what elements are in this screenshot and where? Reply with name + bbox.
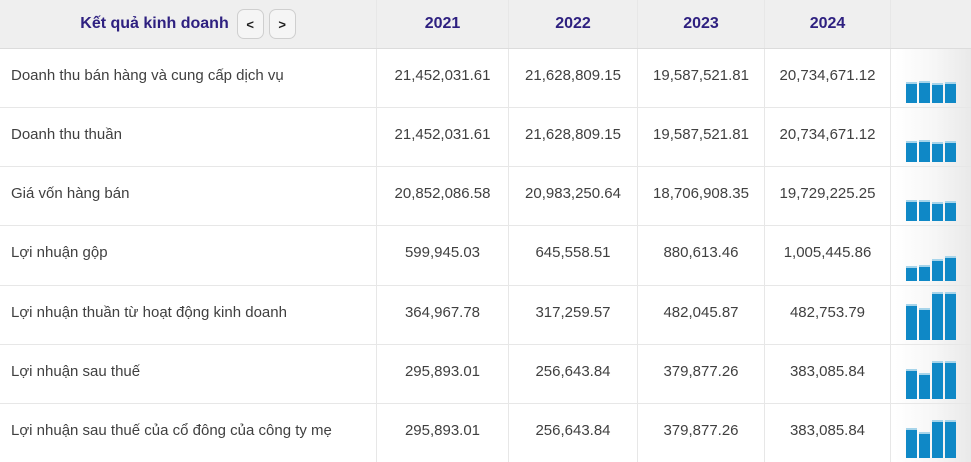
value-cell: 21,628,809.15 [508,108,637,167]
value-cell: 317,259.57 [508,285,637,344]
sparkline-cell [890,49,971,108]
sparkline-bars [891,81,971,104]
sparkline-cell [890,226,971,285]
value-cell: 256,643.84 [508,403,637,462]
sparkline-bar [906,427,917,458]
sparkline-cell [890,285,971,344]
sparkline-bar [932,419,943,458]
row-label: Lợi nhuận sau thuế [11,362,141,380]
header-title-cell: Kết quả kinh doanh < > [0,0,376,48]
row-label: Doanh thu thuần [11,126,122,144]
value-cell: 19,587,521.81 [637,108,764,167]
sparkline-bar [932,202,943,222]
value-cell: 20,734,671.12 [764,49,890,108]
row-label: Giá vốn hàng bán [11,185,130,203]
value-cell: 379,877.26 [637,344,764,403]
sparkline-bar [932,291,943,340]
sparkline-bar [945,255,956,281]
sparkline-bars [891,291,971,340]
sparkline-bars [891,255,971,281]
sparkline-bar [919,264,930,281]
value-cell: 880,613.46 [637,226,764,285]
sparkline-bar [919,200,930,222]
sparkline-bar [919,431,930,458]
sparkline-bar [945,201,956,222]
sparkline-bar [932,258,943,281]
sparkline-bar [906,368,917,399]
sparkline-bar [906,303,917,340]
sparkline-bar [945,360,956,399]
value-cell: 383,085.84 [764,403,890,462]
year-header-2022: 2022 [508,0,637,48]
value-cell: 20,983,250.64 [508,167,637,226]
chevron-right-icon: > [278,16,287,32]
table-row: Lợi nhuận sau thuế 295,893.01 256,643.84… [0,344,971,404]
prev-period-button[interactable]: < [236,9,264,39]
value-cell: 18,706,908.35 [637,167,764,226]
table-body: Doanh thu bán hàng và cung cấp dịch vụ 2… [0,49,971,462]
table-row: Lợi nhuận thuần từ hoạt động kinh doanh … [0,285,971,345]
value-cell: 20,852,086.58 [376,167,508,226]
row-label: Lợi nhuận sau thuế của cổ đông của công … [11,421,332,439]
value-cell: 21,628,809.15 [508,49,637,108]
table-row: Lợi nhuận sau thuế của cổ đông của công … [0,403,971,462]
table-row: Doanh thu thuần 21,452,031.61 21,628,809… [0,108,971,168]
chevron-left-icon: < [246,16,255,32]
sparkline-cell [890,167,971,226]
year-header-2024: 2024 [764,0,890,48]
value-cell: 21,452,031.61 [376,108,508,167]
sparkline-bar [932,83,943,104]
sparkline-bar [945,82,956,104]
sparkline-bar [906,141,917,163]
sparkline-bar [945,141,956,163]
value-cell: 379,877.26 [637,403,764,462]
sparkline-bar [906,200,917,222]
sparkline-bar [906,265,917,281]
value-cell: 599,945.03 [376,226,508,285]
value-cell: 19,587,521.81 [637,49,764,108]
next-period-button[interactable]: > [268,9,296,39]
value-cell: 295,893.01 [376,403,508,462]
sparkline-bar [906,82,917,104]
sparkline-bars [891,140,971,163]
value-cell: 482,045.87 [637,285,764,344]
year-header-2023: 2023 [637,0,764,48]
value-cell: 645,558.51 [508,226,637,285]
sparkline-cell [890,403,971,462]
value-cell: 20,734,671.12 [764,108,890,167]
chart-column-header-cell [890,0,971,48]
sparkline-bar [919,372,930,399]
value-cell: 256,643.84 [508,344,637,403]
sparkline-bar [932,360,943,399]
sparkline-bars [891,360,971,399]
value-cell: 383,085.84 [764,344,890,403]
value-cell: 364,967.78 [376,285,508,344]
row-label: Doanh thu bán hàng và cung cấp dịch vụ [11,67,284,85]
table-row: Giá vốn hàng bán 20,852,086.58 20,983,25… [0,167,971,227]
table-header: Kết quả kinh doanh < > 2021 2022 2023 20… [0,0,971,49]
sparkline-cell [890,108,971,167]
table-title: Kết quả kinh doanh [80,15,229,32]
sparkline-bars [891,419,971,458]
sparkline-bar [945,419,956,458]
sparkline-bars [891,200,971,222]
table-row: Lợi nhuận gộp 599,945.03 645,558.51 880,… [0,226,971,286]
sparkline-bar [932,142,943,163]
value-cell: 482,753.79 [764,285,890,344]
sparkline-bar [919,140,930,163]
year-header-2021: 2021 [376,0,508,48]
sparkline-bar [945,291,956,340]
row-label: Lợi nhuận thuần từ hoạt động kinh doanh [11,303,287,321]
row-label: Lợi nhuận gộp [11,244,108,262]
value-cell: 295,893.01 [376,344,508,403]
table-row: Doanh thu bán hàng và cung cấp dịch vụ 2… [0,49,971,109]
sparkline-bar [919,81,930,104]
value-cell: 19,729,225.25 [764,167,890,226]
value-cell: 21,452,031.61 [376,49,508,108]
sparkline-cell [890,344,971,403]
value-cell: 1,005,445.86 [764,226,890,285]
sparkline-bar [919,307,930,340]
